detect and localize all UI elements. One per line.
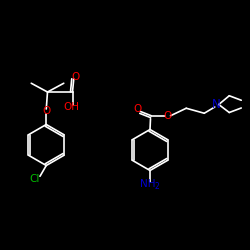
Text: O: O — [163, 111, 172, 121]
Text: O: O — [71, 72, 79, 82]
Text: O: O — [42, 106, 50, 117]
Text: OH: OH — [63, 102, 79, 113]
Text: NH: NH — [140, 179, 155, 189]
Text: N: N — [212, 98, 221, 111]
Text: 2: 2 — [154, 182, 160, 191]
Text: Cl: Cl — [30, 174, 40, 184]
Text: O: O — [133, 104, 141, 115]
